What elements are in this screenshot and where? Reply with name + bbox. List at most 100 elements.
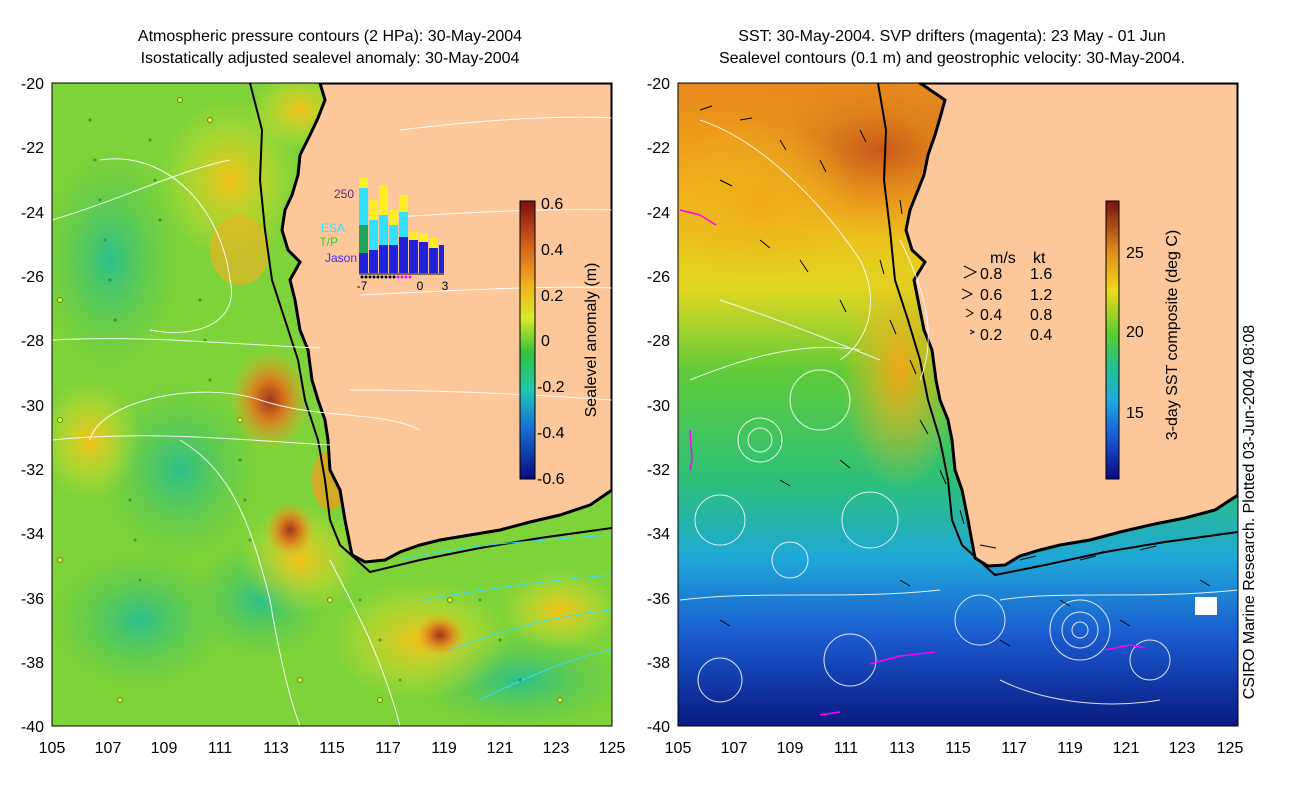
left-y-tick: -38 (21, 655, 44, 672)
left-cbar-tick: 0.6 (541, 196, 563, 213)
right-land-australia (904, 83, 1238, 568)
left-cbar-tick: -0.6 (537, 471, 565, 488)
inset-legend-jason: Jason (325, 251, 357, 265)
inset-bar (389, 225, 398, 245)
velocity-legend-kt: 0.8 (1030, 307, 1052, 324)
right-map-panel: m/s kt 0.8 1.6 0.6 1.2 0.4 0.8 0.2 0.4 2… (647, 76, 1258, 757)
left-colorbar-label: Sealevel anomaly (m) (583, 263, 600, 418)
left-y-tick: -30 (21, 398, 44, 415)
right-y-tick: -30 (647, 398, 670, 415)
right-title-line2: Sealevel contours (0.1 m) and geostrophi… (718, 50, 1185, 67)
right-colorbar-label: 3-day SST composite (deg C) (1164, 230, 1181, 440)
left-x-tick: 113 (263, 740, 289, 757)
left-x-tick: 109 (151, 740, 178, 757)
left-y-tick: -24 (21, 205, 44, 222)
left-x-tick: 111 (208, 740, 232, 757)
right-y-tick: -36 (647, 591, 670, 608)
inset-x-tick: 3 (442, 279, 449, 293)
inset-bar (419, 234, 428, 242)
left-x-tick: 105 (39, 740, 66, 757)
right-x-tick: 119 (1057, 740, 1083, 757)
right-x-tick: 121 (1113, 740, 1140, 757)
right-x-tick: 113 (889, 740, 915, 757)
velocity-legend-ms: 0.4 (980, 307, 1002, 324)
inset-bar (399, 195, 408, 212)
right-y-tick: -34 (647, 526, 670, 543)
inset-bar (409, 240, 418, 273)
right-x-tick: 107 (721, 740, 748, 757)
velocity-legend-kt: 1.6 (1030, 266, 1052, 283)
inset-bar (429, 248, 438, 273)
inset-legend-tp: T/P (319, 235, 338, 249)
left-y-tick: -26 (21, 269, 44, 286)
inset-bar (359, 188, 368, 225)
left-x-tick: 119 (431, 740, 457, 757)
inset-bar (389, 210, 398, 225)
left-y-tick: -22 (21, 140, 44, 157)
right-y-tick: -38 (647, 655, 670, 672)
left-cbar-tick: 0.2 (541, 288, 563, 305)
inset-bar (359, 178, 368, 188)
inset-bar (379, 215, 388, 245)
right-x-tick: 117 (1001, 740, 1027, 757)
velocity-legend-kt: 0.4 (1030, 327, 1052, 344)
left-inset-histogram: 250 ESA T/P Jason -7 0 3 (319, 178, 449, 293)
left-y-tick: -28 (21, 333, 44, 350)
inset-bar (369, 220, 378, 250)
right-title-line1: SST: 30-May-2004. SVP drifters (magenta)… (738, 28, 1166, 45)
left-x-tick: 117 (375, 740, 401, 757)
velocity-legend-header-kt: kt (1033, 250, 1046, 267)
inset-bar (439, 245, 444, 273)
velocity-legend: m/s kt 0.8 1.6 0.6 1.2 0.4 0.8 0.2 0.4 (961, 250, 1052, 344)
inset-bar (409, 232, 418, 240)
right-cbar-tick: 20 (1126, 324, 1144, 341)
credit-text: CSIRO Marine Research. Plotted 03-Jun-20… (1241, 325, 1258, 700)
inset-x-tick: 0 (417, 279, 424, 293)
left-x-tick: 121 (487, 740, 514, 757)
inset-x-tick: -7 (357, 279, 368, 293)
velocity-legend-ms: 0.2 (980, 327, 1002, 344)
left-cbar-tick: 0 (541, 333, 550, 350)
left-cbar-tick: -0.2 (537, 379, 565, 396)
left-colorbar (519, 200, 536, 480)
right-x-tick: 111 (834, 740, 858, 757)
right-y-tick: -32 (647, 462, 670, 479)
left-x-tick: 107 (95, 740, 122, 757)
left-map-panel: 250 ESA T/P Jason -7 0 3 0.6 0.4 0.2 0 -… (21, 76, 626, 757)
right-y-tick: -40 (647, 719, 670, 736)
left-y-tick: -32 (21, 462, 44, 479)
left-title-line2: Isostatically adjusted sealevel anomaly:… (140, 50, 520, 67)
right-cbar-tick: 25 (1126, 245, 1144, 262)
left-x-tick: 123 (543, 740, 570, 757)
right-y-tick: -22 (647, 140, 670, 157)
left-y-tick: -20 (21, 76, 44, 93)
left-title-line1: Atmospheric pressure contours (2 HPa): 3… (137, 28, 523, 45)
right-y-tick: -28 (647, 333, 670, 350)
inset-bar (419, 242, 428, 273)
left-x-tick: 115 (319, 740, 345, 757)
right-y-tick: -20 (647, 76, 670, 93)
inset-bar (369, 200, 378, 220)
inset-bar (429, 238, 438, 248)
left-cbar-tick: 0.4 (541, 242, 563, 259)
velocity-legend-ms: 0.8 (980, 266, 1002, 283)
left-y-tick: -36 (21, 591, 44, 608)
right-x-tick: 123 (1169, 740, 1196, 757)
inset-bar (359, 225, 368, 253)
velocity-legend-kt: 1.2 (1030, 287, 1052, 304)
right-x-tick: 109 (777, 740, 804, 757)
inset-bar (379, 185, 388, 215)
right-x-tick: 125 (1217, 740, 1244, 757)
velocity-legend-header-ms: m/s (990, 250, 1016, 267)
velocity-legend-ms: 0.6 (980, 287, 1002, 304)
right-cbar-tick: 15 (1126, 405, 1144, 422)
right-x-tick: 115 (945, 740, 971, 757)
right-x-tick: 105 (665, 740, 692, 757)
right-y-tick: -26 (647, 269, 670, 286)
inset-bar (399, 212, 408, 237)
left-y-tick: -34 (21, 526, 44, 543)
inset-count-label: 250 (334, 187, 354, 201)
left-y-tick: -40 (21, 719, 44, 736)
inset-legend-esa: ESA (321, 221, 345, 235)
left-x-tick: 125 (599, 740, 626, 757)
